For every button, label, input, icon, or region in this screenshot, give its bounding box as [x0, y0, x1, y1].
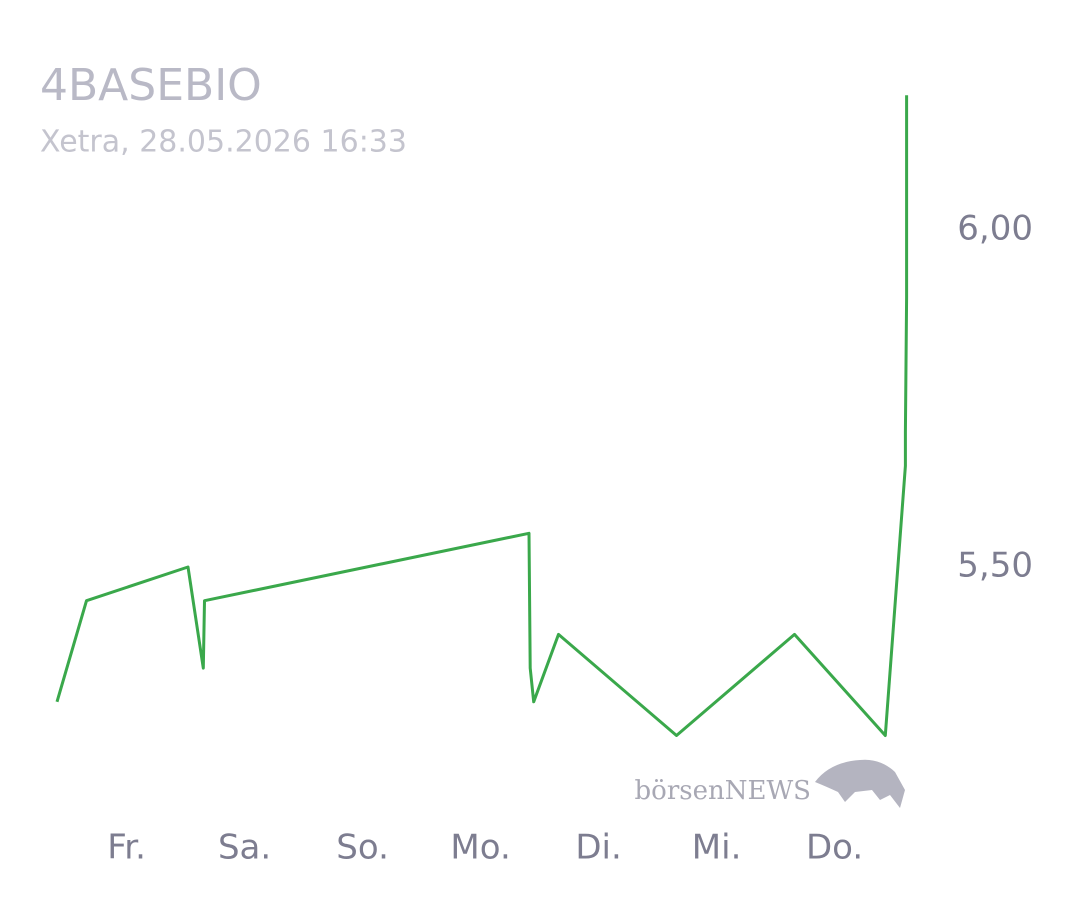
x-tick-label: Do.: [806, 828, 863, 868]
watermark: börsenNEWS: [635, 776, 811, 806]
x-tick-label: Mo.: [450, 828, 510, 868]
price-line: [55, 95, 909, 737]
x-tick-label: Sa.: [218, 828, 271, 868]
x-tick-label: Fr.: [107, 828, 146, 868]
x-tick-label: Di.: [575, 828, 621, 868]
watermark-bull: [815, 759, 905, 808]
x-tick-label: Mi.: [692, 828, 742, 868]
y-tick-label: 6,00: [957, 209, 1033, 249]
chart-title: 4BASEBIO: [40, 60, 262, 111]
y-tick-label: 5,50: [957, 546, 1033, 586]
chart-subtitle: Xetra, 28.05.2026 16:33: [40, 125, 407, 160]
x-tick-label: So.: [336, 828, 389, 868]
